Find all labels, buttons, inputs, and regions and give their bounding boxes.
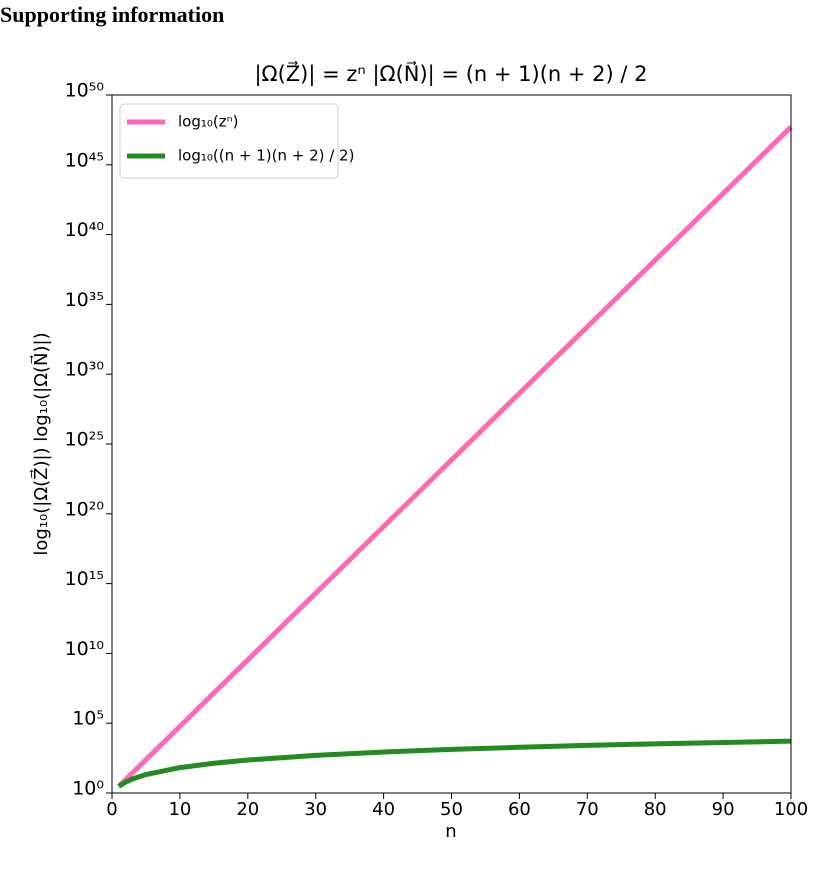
y-tick-label: 10²⁰: [65, 498, 104, 520]
y-tick-label: 10³⁵: [65, 289, 104, 311]
data-line: [117, 738, 792, 789]
heading: Supporting information: [0, 2, 225, 27]
chart-title: |Ω(Z⃗)| = zⁿ |Ω(N⃗)| = (n + 1)(n + 2) / …: [254, 61, 647, 87]
x-tick-label: 90: [712, 799, 735, 820]
plot-frame: [111, 94, 792, 794]
x-axis-label: n: [445, 821, 456, 842]
y-tick-label: 10⁴⁰: [65, 219, 104, 241]
y-tick-label: 10²⁵: [65, 429, 104, 451]
x-tick-label: 70: [576, 799, 599, 820]
x-tick-label: 60: [508, 799, 531, 820]
data-line: [117, 125, 793, 789]
legend-label: log₁₀(zⁿ): [178, 113, 238, 131]
y-tick-label: 10⁵⁰: [65, 80, 104, 102]
legend-label: log₁₀((n + 1)(n + 2) / 2): [178, 147, 354, 165]
y-tick-label: 10⁴⁵: [65, 149, 104, 171]
y-tick-label: 10¹⁵: [65, 568, 104, 590]
x-tick-label: 30: [304, 799, 327, 820]
y-tick-label: 10⁵: [72, 708, 104, 730]
y-tick-label: 10⁰: [72, 778, 104, 800]
x-tick-label: 40: [372, 799, 395, 820]
x-tick-label: 0: [106, 799, 117, 820]
y-axis-label: log₁₀(|Ω(Z⃗)|) log₁₀(|Ω(N⃗)|): [30, 332, 52, 555]
x-tick-label: 80: [644, 799, 667, 820]
legend-box: [119, 103, 339, 179]
x-tick-label: 100: [774, 799, 808, 820]
y-tick-label: 10³⁰: [65, 359, 104, 381]
x-tick-label: 10: [168, 799, 191, 820]
y-tick-label: 10¹⁰: [65, 638, 104, 660]
x-tick-label: 50: [440, 799, 463, 820]
x-tick-label: 20: [236, 799, 259, 820]
